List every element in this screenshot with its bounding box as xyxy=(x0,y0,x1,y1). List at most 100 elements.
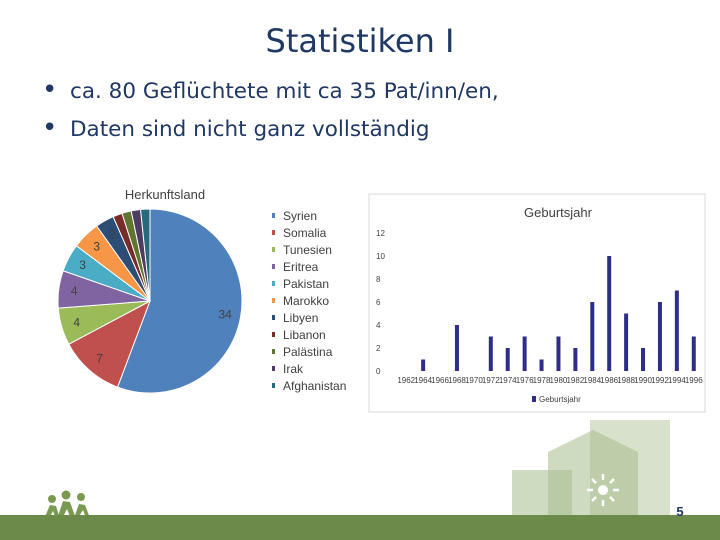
legend-item: Tunesien xyxy=(272,242,346,259)
bar-1976 xyxy=(522,336,527,371)
legend-swatch xyxy=(272,383,275,389)
x-tick-label: 1992 xyxy=(651,376,669,385)
pie-chart-title: Herkunftsland xyxy=(125,187,205,202)
sun-icon xyxy=(587,474,619,506)
bar-y-axis: 0 2 4 6 8 10 12 xyxy=(376,229,385,376)
legend-label: Geburtsjahr xyxy=(539,395,581,404)
legend-label: Eritrea xyxy=(283,260,319,274)
legend-swatch xyxy=(272,332,275,338)
bar-legend: Geburtsjahr xyxy=(532,395,581,404)
pie-data-label: 3 xyxy=(93,239,100,253)
y-tick-label: 8 xyxy=(376,275,381,284)
legend-item: Irak xyxy=(272,361,346,378)
x-tick-label: 1968 xyxy=(448,376,466,385)
legend-label: Afghanistan xyxy=(283,379,347,393)
legend-swatch xyxy=(272,230,275,236)
x-tick-label: 1974 xyxy=(499,376,517,385)
pie-slice-afghanistan xyxy=(139,208,151,302)
bullet-item: • ca. 80 Geflüchtete mit ca 35 Pat/inn/en… xyxy=(42,75,499,116)
x-tick-label: 1984 xyxy=(583,376,601,385)
bar-1986 xyxy=(607,256,612,371)
bullet-list: • ca. 80 Geflüchtete mit ca 35 Pat/inn/en… xyxy=(42,75,499,154)
legend-label: Palästina xyxy=(283,345,333,359)
y-tick-label: 2 xyxy=(376,344,381,353)
bar-1964 xyxy=(421,359,426,371)
pie-data-label: 2 xyxy=(109,228,116,242)
bar-series xyxy=(421,256,696,371)
bar-1984 xyxy=(590,302,595,371)
y-tick-label: 12 xyxy=(376,229,385,238)
legend-item: Palästina xyxy=(272,344,346,361)
legend-item: Syrien xyxy=(272,208,346,225)
legend-item: Marokko xyxy=(272,293,346,310)
legend-label: Tunesien xyxy=(283,243,332,257)
bar-1994 xyxy=(674,290,679,371)
legend-swatch xyxy=(272,264,275,270)
x-tick-label: 1966 xyxy=(431,376,449,385)
legend-item: Eritrea xyxy=(272,259,346,276)
page-number: 5 xyxy=(676,504,684,519)
bar-1972 xyxy=(488,336,493,371)
x-tick-label: 1990 xyxy=(634,376,652,385)
x-tick-label: 1972 xyxy=(482,376,500,385)
bar-1982 xyxy=(573,348,578,371)
bullet-icon: • xyxy=(42,75,58,105)
y-tick-label: 6 xyxy=(376,298,381,307)
bar-1996 xyxy=(691,336,696,371)
bar-1978 xyxy=(539,359,544,371)
y-tick-label: 0 xyxy=(376,367,381,376)
x-tick-label: 1988 xyxy=(617,376,635,385)
x-tick-label: 1970 xyxy=(465,376,483,385)
legend-label: Libyen xyxy=(283,311,319,325)
legend-swatch xyxy=(272,213,275,219)
pie-data-label: 34 xyxy=(218,308,232,322)
bar-x-axis: 1962 1964 1966 1968 1970 1972 1974 1976 1978 1980… xyxy=(397,376,703,385)
pie-data-label: 4 xyxy=(71,284,78,298)
pie-slice-syrien xyxy=(116,208,243,394)
x-tick-label: 1986 xyxy=(600,376,618,385)
bar-1968 xyxy=(454,325,459,371)
bullet-item: • Daten sind nicht ganz vollständig xyxy=(42,113,499,154)
people-logo-icon xyxy=(44,490,90,519)
legend-item: Somalia xyxy=(272,225,346,242)
bullet-text: Daten sind nicht ganz vollständig xyxy=(70,117,430,142)
legend-item: Afghanistan xyxy=(272,378,346,395)
legend-label: Syrien xyxy=(283,209,318,223)
legend-swatch xyxy=(272,281,275,287)
pie-slice-somalia xyxy=(68,299,151,388)
bar-1988 xyxy=(624,313,629,371)
legend-label: Somalia xyxy=(283,226,327,240)
legend-swatch xyxy=(272,315,275,321)
bar-1980 xyxy=(556,336,561,371)
legend-label: Pakistan xyxy=(283,277,330,291)
bullet-text: ca. 80 Geflüchtete mit ca 35 Pat/inn/en, xyxy=(70,79,499,104)
pie-legend: Syrien Somalia Tunesien Eritrea Pakistan Maro… xyxy=(272,208,346,395)
x-tick-label: 1982 xyxy=(566,376,584,385)
legend-label: Libanon xyxy=(283,328,326,342)
pie-data-label: 7 xyxy=(96,351,103,365)
legend-swatch xyxy=(272,366,275,372)
pie-data-label: 4 xyxy=(73,315,80,329)
legend-item: Libyen xyxy=(272,310,346,327)
building-graphic xyxy=(512,420,670,515)
legend-item: Pakistan xyxy=(272,276,346,293)
legend-label: Irak xyxy=(283,362,304,376)
bullet-icon: • xyxy=(42,113,58,143)
x-tick-label: 1996 xyxy=(685,376,703,385)
bar-chart-frame xyxy=(368,193,706,413)
bar-1990 xyxy=(641,348,646,371)
legend-swatch xyxy=(532,396,536,402)
x-tick-label: 1978 xyxy=(533,376,551,385)
pie-slices xyxy=(57,208,243,394)
y-tick-label: 10 xyxy=(376,252,385,261)
legend-swatch xyxy=(272,247,275,253)
x-tick-label: 1976 xyxy=(516,376,534,385)
legend-swatch xyxy=(272,349,275,355)
x-tick-label: 1964 xyxy=(414,376,432,385)
legend-item: Libanon xyxy=(272,327,346,344)
bar-chart-title: Geburtsjahr xyxy=(524,205,593,220)
